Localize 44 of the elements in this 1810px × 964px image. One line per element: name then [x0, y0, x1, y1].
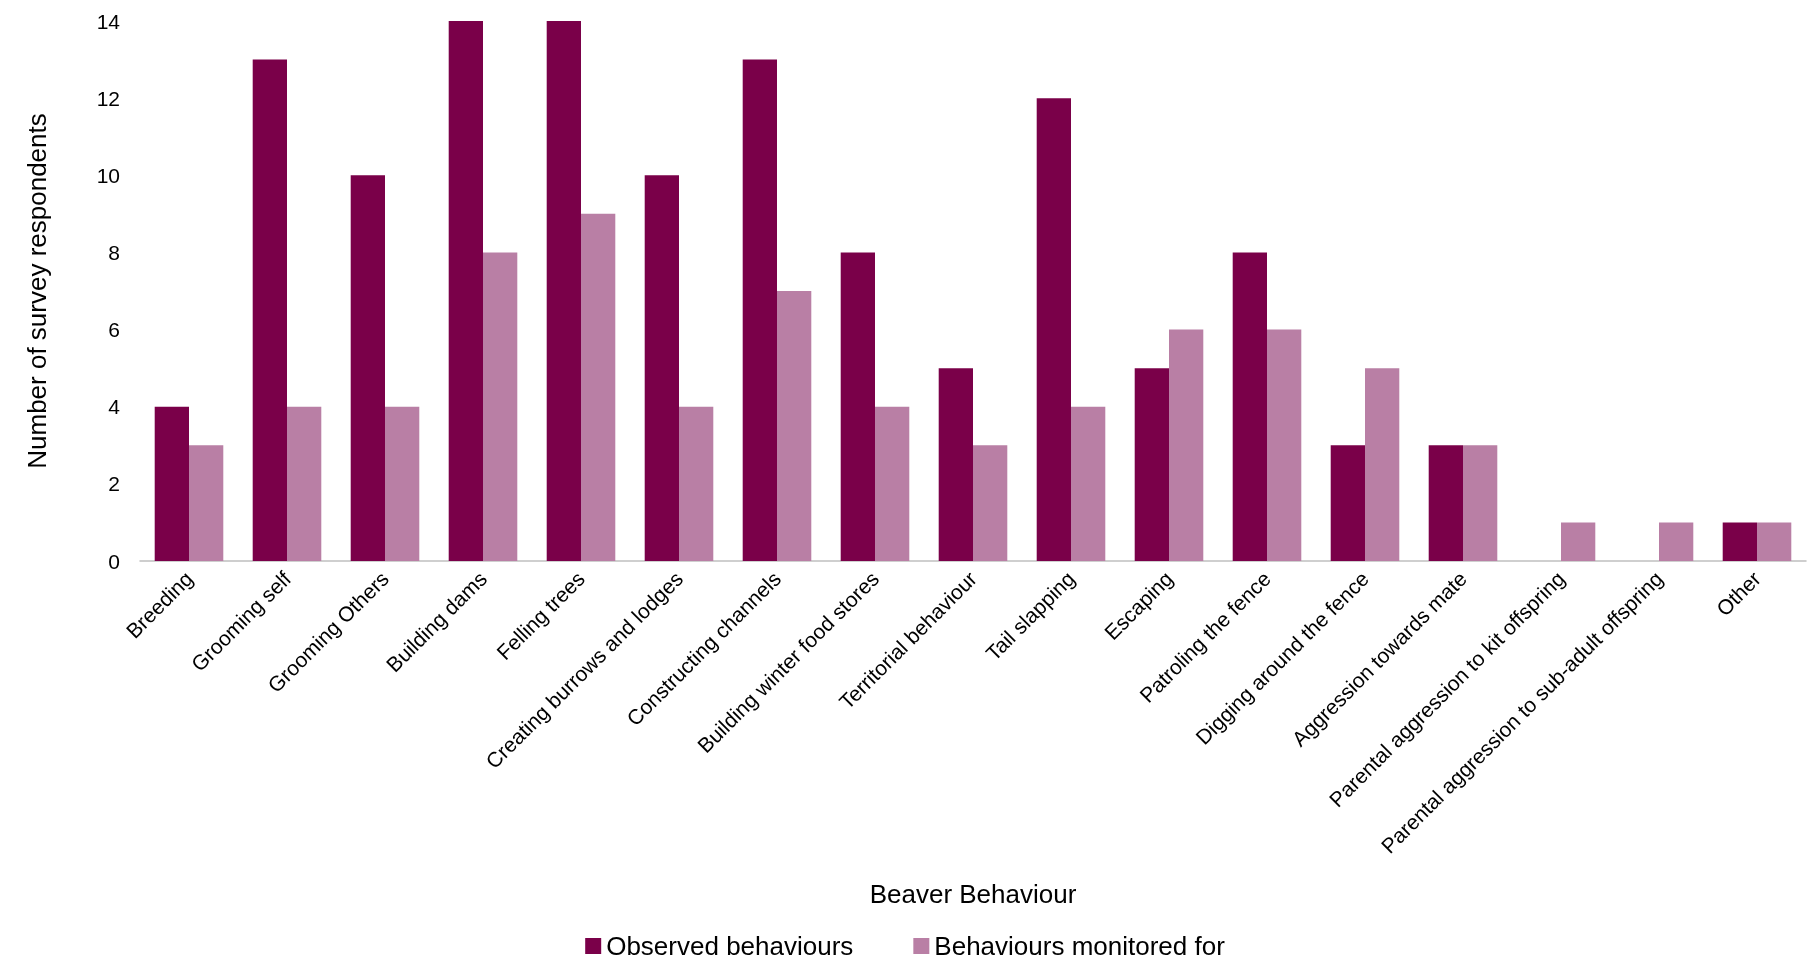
bar — [1561, 522, 1596, 561]
bar — [385, 406, 420, 561]
bar — [1071, 406, 1106, 561]
y-tick-label: 8 — [108, 240, 120, 264]
bar — [1134, 368, 1169, 561]
bar — [1365, 368, 1400, 561]
bar — [483, 252, 518, 561]
y-tick-label: 2 — [108, 472, 120, 496]
y-tick-label: 4 — [108, 395, 121, 419]
y-axis-title: Number of survey respondents — [22, 113, 52, 469]
bar — [252, 59, 287, 561]
bar — [1428, 445, 1463, 561]
bar — [1757, 522, 1792, 561]
bar — [840, 252, 875, 561]
y-tick-label: 10 — [96, 163, 120, 187]
bar — [546, 21, 581, 561]
bar — [1330, 445, 1365, 561]
y-tick-label: 12 — [96, 86, 120, 110]
bar — [154, 406, 189, 561]
bar — [287, 406, 322, 561]
bar — [973, 445, 1008, 561]
bar — [1232, 252, 1267, 561]
bar — [1659, 522, 1694, 561]
legend-label: Behaviours monitored for — [934, 931, 1226, 961]
legend-label: Observed behaviours — [606, 931, 854, 961]
bar — [875, 406, 910, 561]
x-axis-title: Beaver Behaviour — [869, 879, 1077, 909]
y-tick-label: 0 — [108, 549, 120, 573]
bar — [1267, 329, 1302, 561]
bar — [1722, 522, 1757, 561]
bar — [581, 213, 616, 561]
bar — [448, 21, 483, 561]
y-tick-label: 14 — [96, 9, 121, 33]
bar — [938, 368, 973, 561]
bar — [777, 291, 812, 561]
bar — [350, 175, 385, 561]
bar — [1169, 329, 1204, 561]
bar — [644, 175, 679, 561]
y-tick-label: 6 — [108, 318, 120, 342]
bar — [679, 406, 714, 561]
bar — [1036, 98, 1071, 561]
bar — [1463, 445, 1498, 561]
bar — [189, 445, 224, 561]
bar — [742, 59, 777, 561]
